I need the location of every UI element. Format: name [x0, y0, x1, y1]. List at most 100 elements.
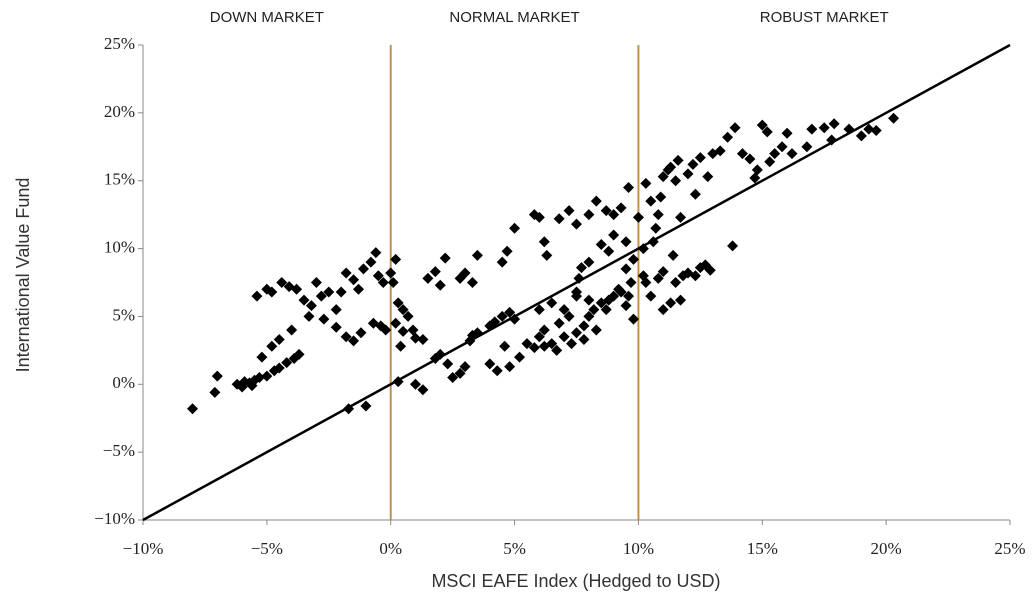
point	[385, 267, 397, 279]
point	[675, 211, 687, 223]
point	[390, 253, 402, 265]
point	[293, 348, 305, 360]
point	[623, 290, 635, 302]
point	[340, 267, 352, 279]
point	[888, 112, 900, 124]
point	[672, 154, 684, 166]
point	[496, 256, 508, 268]
point	[323, 286, 335, 298]
point	[340, 331, 352, 343]
point	[439, 252, 451, 264]
point	[647, 236, 659, 248]
point	[729, 122, 741, 134]
point	[310, 277, 322, 288]
point	[590, 195, 602, 207]
point	[286, 324, 298, 336]
point	[489, 316, 501, 328]
point	[355, 327, 367, 339]
point	[744, 153, 756, 165]
point	[687, 158, 699, 170]
point	[209, 386, 221, 398]
point	[615, 202, 627, 214]
point	[575, 262, 587, 274]
point	[600, 205, 612, 217]
point	[620, 300, 632, 312]
y-tick-label: 10%	[104, 237, 135, 256]
point	[657, 304, 669, 316]
point	[571, 218, 582, 230]
point	[504, 306, 516, 318]
y-tick-label: 0%	[112, 373, 135, 392]
point	[595, 239, 607, 250]
point	[357, 263, 369, 275]
point	[538, 236, 550, 248]
point	[652, 209, 664, 221]
point	[583, 256, 595, 268]
point	[266, 286, 278, 298]
point	[377, 277, 389, 288]
point	[558, 331, 570, 343]
point	[261, 370, 273, 382]
point	[756, 119, 768, 131]
point	[714, 145, 726, 157]
point	[417, 384, 429, 396]
region-label: NORMAL MARKET	[449, 9, 579, 26]
point	[390, 317, 402, 329]
point	[256, 351, 268, 363]
point	[315, 290, 327, 302]
point	[623, 182, 635, 193]
point	[786, 148, 798, 160]
point	[761, 126, 773, 138]
point	[828, 118, 840, 130]
point	[571, 286, 582, 298]
point	[538, 324, 550, 336]
point	[818, 122, 830, 134]
y-tick-label: −10%	[94, 509, 135, 528]
point	[769, 148, 781, 160]
y-tick-label: −5%	[103, 441, 135, 460]
y-tick-label: 25%	[104, 34, 135, 53]
point	[466, 329, 478, 341]
point	[442, 358, 454, 370]
point	[273, 334, 285, 345]
point	[704, 264, 716, 276]
point	[330, 321, 342, 333]
point	[608, 290, 620, 302]
x-tick-label: 25%	[994, 539, 1025, 558]
point	[578, 320, 590, 332]
point	[246, 380, 258, 392]
point	[764, 156, 776, 168]
point	[397, 325, 409, 337]
point	[276, 277, 288, 288]
point	[533, 331, 545, 343]
x-tick-label: 20%	[871, 539, 902, 558]
point	[541, 249, 553, 261]
point	[627, 253, 639, 265]
point	[722, 131, 734, 143]
point	[551, 344, 563, 356]
point	[645, 195, 657, 207]
point	[281, 357, 293, 369]
region-label: ROBUST MARKET	[760, 9, 889, 26]
point	[298, 294, 310, 306]
point	[563, 310, 575, 322]
point	[521, 338, 533, 350]
x-tick-label: 15%	[747, 539, 778, 558]
point	[826, 134, 838, 146]
point	[667, 249, 679, 261]
point	[566, 338, 578, 350]
point	[573, 272, 585, 284]
point	[251, 290, 263, 302]
point	[348, 274, 360, 286]
point	[855, 130, 867, 142]
point	[801, 141, 813, 153]
point	[305, 300, 317, 312]
point	[645, 290, 657, 302]
point	[395, 340, 407, 352]
point	[553, 213, 565, 225]
point	[365, 256, 377, 268]
point	[360, 400, 372, 412]
point	[496, 310, 508, 322]
point	[603, 245, 615, 257]
